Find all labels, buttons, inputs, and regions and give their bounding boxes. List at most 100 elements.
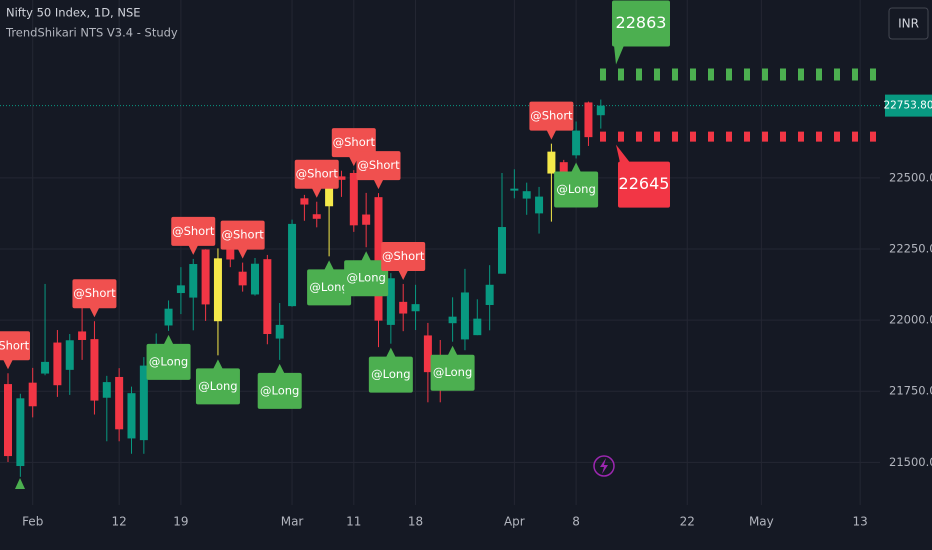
signal-pointer xyxy=(571,162,582,173)
y-tick-label: 21500.00 xyxy=(889,455,932,469)
x-tick-label: 13 xyxy=(853,515,868,529)
candle-body xyxy=(115,376,124,430)
candle-body xyxy=(102,382,111,398)
candle-body xyxy=(337,176,346,180)
target-label: 22645 xyxy=(619,174,670,193)
signal-label: @Long xyxy=(309,280,348,294)
icon-bolt[interactable] xyxy=(600,458,608,474)
candle-body xyxy=(201,249,210,305)
signal-pointer xyxy=(324,260,335,271)
signal-box xyxy=(331,128,376,158)
indicator-name: TrendShikari NTS V3.4 - Study xyxy=(5,26,178,40)
candle-body xyxy=(584,102,593,138)
candle-body xyxy=(510,188,519,191)
x-tick-label: 11 xyxy=(346,515,361,529)
signal-pointer xyxy=(348,156,359,167)
x-tick-label: Mar xyxy=(281,515,304,529)
signal-box xyxy=(0,331,30,361)
signal-label: @Short xyxy=(172,224,215,238)
candle-body xyxy=(127,393,136,439)
signal-label: @Short xyxy=(296,167,339,181)
y-tick-label: 22000.00 xyxy=(889,313,932,327)
signal-pointer xyxy=(546,129,557,140)
candle-body xyxy=(28,382,37,407)
x-tick-label: 8 xyxy=(572,515,580,529)
candle-body xyxy=(4,384,12,457)
candle-body xyxy=(238,271,247,286)
candle-body xyxy=(213,258,222,322)
candle-body xyxy=(325,185,334,207)
signal-pointer xyxy=(237,248,248,259)
candle-body xyxy=(349,172,358,226)
x-tick-label: 18 xyxy=(408,515,423,529)
signal-box xyxy=(257,372,302,409)
signal-label: @Long xyxy=(260,383,299,397)
candle-body xyxy=(90,339,99,401)
signal-label: @Short xyxy=(357,158,400,172)
target-box xyxy=(612,0,670,47)
candle-body xyxy=(251,263,259,295)
x-tick-label: Feb xyxy=(22,515,43,529)
candle-body xyxy=(275,324,284,339)
candle-body xyxy=(547,151,556,174)
signal-label: @Short xyxy=(0,338,30,352)
icon-circle[interactable] xyxy=(593,455,615,477)
candle-body xyxy=(139,365,148,441)
target-pointer xyxy=(616,144,630,163)
signal-box xyxy=(171,216,216,246)
candle-body xyxy=(572,130,581,156)
x-tick-label: 19 xyxy=(173,515,188,529)
signal-label: @Long xyxy=(149,354,188,368)
candle-body xyxy=(473,318,482,336)
signal-box xyxy=(368,356,413,393)
chart-title: Nifty 50 Index, 1D, NSE xyxy=(6,6,141,20)
x-tick-label: 12 xyxy=(112,515,127,529)
signal-pointer xyxy=(188,244,199,255)
target-pointer xyxy=(614,45,624,65)
signal-label: @Long xyxy=(346,271,385,285)
candle-body xyxy=(65,340,74,370)
signal-box xyxy=(220,220,265,250)
signal-label: @Long xyxy=(198,379,237,393)
signal-pointer xyxy=(212,359,223,370)
candle-body xyxy=(399,301,408,314)
signal-label: @Short xyxy=(530,109,573,123)
x-tick-label: May xyxy=(749,515,774,529)
signal-box xyxy=(381,241,426,271)
signal-pointer xyxy=(361,251,372,262)
signal-box xyxy=(72,279,117,309)
signal-box xyxy=(356,151,401,181)
candle-body xyxy=(535,196,544,214)
signal-pointer xyxy=(447,345,458,356)
lightning-icon[interactable] xyxy=(593,455,615,477)
candle-body xyxy=(300,198,309,205)
signal-label: @Short xyxy=(382,249,425,263)
signal-box xyxy=(430,354,475,391)
candle-body xyxy=(559,162,568,174)
signal-pointer xyxy=(3,359,13,370)
signal-label: @Long xyxy=(433,365,472,379)
x-tick-label: 22 xyxy=(680,515,695,529)
target-label: 22863 xyxy=(616,13,667,32)
candle-body xyxy=(448,316,457,324)
candle-body xyxy=(498,227,506,274)
y-tick-label: 22500.00 xyxy=(889,170,932,184)
signal-label: @Long xyxy=(556,182,595,196)
signal-pointer xyxy=(163,334,174,345)
candle-body xyxy=(164,308,173,326)
candle-body xyxy=(386,278,395,325)
signal-box xyxy=(554,171,599,208)
signal-marker xyxy=(15,478,25,489)
signal-box xyxy=(195,368,240,405)
signal-pointer xyxy=(385,347,396,358)
currency-box[interactable] xyxy=(888,7,929,40)
candle-body xyxy=(16,398,25,467)
signal-pointer xyxy=(398,269,409,280)
grid xyxy=(0,0,880,505)
y-tick-label: 21750.00 xyxy=(889,384,932,398)
candle-body xyxy=(41,361,50,374)
candle-body xyxy=(176,285,185,294)
signal-label: @Short xyxy=(73,286,116,300)
currency[interactable]: INR xyxy=(898,17,919,31)
signal-box xyxy=(529,101,574,131)
